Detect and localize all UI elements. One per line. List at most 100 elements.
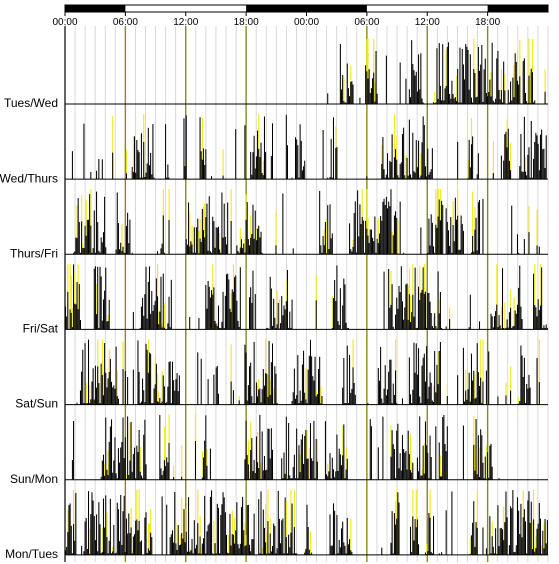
activity-bar-black [166,504,168,555]
activity-bar-black [329,514,331,555]
activity-bar-black [189,551,191,555]
activity-bar-black [91,252,93,255]
activity-bar-black [472,522,474,555]
activity-bar-black [280,323,282,330]
activity-bar-yellow [350,518,352,555]
activity-bar-black [531,72,533,104]
activity-bar-black [416,457,418,480]
activity-bar-yellow [234,518,236,555]
activity-bar-yellow [245,534,247,555]
activity-bar-black [337,553,339,555]
activity-bar-black [192,252,194,255]
activity-bar-black [375,252,377,255]
activity-bar-black [435,102,437,104]
activity-bar-black [453,241,455,255]
activity-bar-yellow [480,339,482,405]
activity-bar-black [337,470,339,480]
activity-bar-black [204,237,206,255]
activity-bar-black [258,389,260,405]
activity-bar-yellow [273,388,275,405]
activity-bar-black [137,451,139,480]
dark-period [65,5,126,12]
activity-bar-yellow [423,443,425,480]
activity-bar-black [299,124,301,180]
activity-bar-black [430,382,432,405]
activity-bar-black [107,378,109,405]
activity-bar-black [289,547,291,555]
activity-bar-black [285,416,287,480]
activity-bar-black [487,452,489,480]
activity-bar-black [260,142,262,180]
activity-bar-yellow [504,302,506,330]
activity-bar-yellow [535,536,537,555]
activity-bar-black [74,303,76,330]
activity-bar-black [111,553,113,555]
activity-bar-black [308,355,310,405]
activity-bar-black [220,515,222,555]
activity-bar-black [353,213,355,255]
activity-bar-black [109,426,111,480]
activity-bar-black [94,365,96,405]
activity-bar-black [291,299,293,330]
activity-bar-black [491,536,493,555]
activity-bar-black [67,291,69,330]
activity-bar-black [536,245,538,255]
activity-bar-black [148,550,150,555]
activity-bar-black [124,252,126,255]
activity-bar-black [366,71,368,104]
activity-bar-black [78,284,80,330]
activity-bar-yellow [528,206,530,255]
activity-bar-black [439,291,441,330]
activity-bar-black [250,151,252,180]
activity-bar-black [129,219,131,255]
activity-bar-black [120,494,122,555]
activity-bar-black [465,44,467,104]
activity-bar-black [437,216,439,255]
activity-bar-black [96,514,98,555]
activity-bar-black [462,64,464,104]
x-tick-label: 18:00 [234,17,259,28]
activity-bar-black [206,465,208,480]
activity-bar-black [427,398,429,405]
activity-bar-black [297,355,299,405]
activity-bar-black [498,315,500,330]
activity-bar-black [161,475,163,480]
activity-bar-black [263,385,265,405]
activity-bar-black [534,141,536,180]
activity-bar-black [479,70,481,104]
activity-bar-black [97,551,99,555]
activity-bar-black [497,327,499,330]
activity-bar-black [270,362,272,405]
activity-bar-black [515,313,517,330]
activity-bar-black [166,457,168,480]
activity-bar-black [490,443,492,480]
activity-bar-black [446,396,448,405]
activity-bar-yellow [228,535,230,555]
activity-bar-black [322,130,324,180]
activity-bar-black [472,136,474,180]
activity-bar-black [295,478,297,480]
activity-bar-black [467,389,469,405]
activity-bar-black [491,466,493,480]
activity-bar-black [461,223,463,255]
activity-bar-yellow [278,299,281,330]
activity-bar-black [143,315,145,330]
activity-bar-black [193,520,195,555]
activity-bar-black [401,301,403,330]
activity-bar-black [265,470,267,480]
activity-bar-black [327,177,329,180]
activity-bar-black [347,403,349,405]
activity-bar-black [253,342,255,405]
activity-bar-black [539,134,541,180]
activity-bar-black [305,548,307,555]
activity-bar-black [539,518,541,555]
activity-bar-black [545,543,547,555]
activity-bar-black [513,325,515,330]
activity-bar-black [122,511,124,555]
activity-bar-black [456,101,458,104]
activity-bar-black [146,349,148,405]
activity-bar-yellow [519,39,521,105]
activity-bar-black [176,373,178,405]
activity-bar-black [422,116,424,180]
activity-bar-black [143,390,145,405]
